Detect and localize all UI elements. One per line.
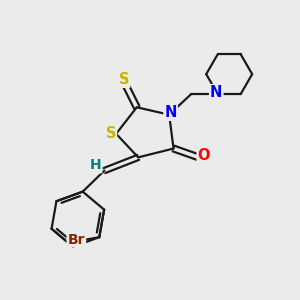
Text: Br: Br — [68, 232, 85, 247]
Text: O: O — [198, 148, 210, 164]
Text: H: H — [90, 158, 101, 172]
Text: S: S — [119, 72, 129, 87]
Text: N: N — [210, 85, 222, 100]
Text: S: S — [106, 126, 116, 141]
Text: N: N — [164, 105, 177, 120]
